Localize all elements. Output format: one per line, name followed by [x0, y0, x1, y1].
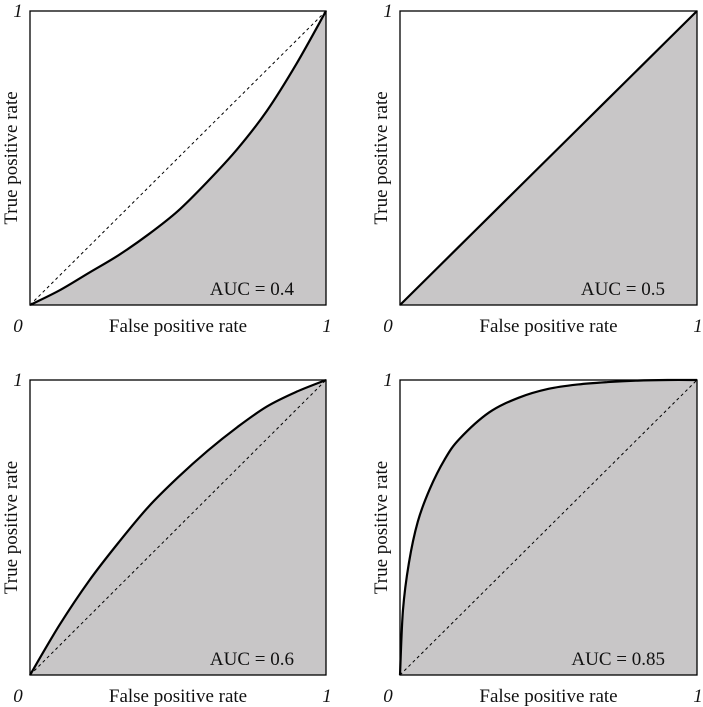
x-axis-label: False positive rate [479, 686, 617, 707]
x-tick-label-1: 1 [693, 686, 703, 707]
y-axis-label: True positive rate [1, 461, 22, 594]
roc-curve-line [29, 10, 327, 306]
auc-annotation: AUC = 0.6 [210, 649, 294, 670]
x-tick-label-1: 1 [322, 686, 332, 707]
auc-annotation: AUC = 0.4 [210, 279, 295, 300]
x-axis-label: False positive rate [109, 316, 247, 337]
roc-curve-line [29, 378, 327, 676]
chance-diagonal-line [399, 379, 698, 676]
x-tick-label-0: 0 [383, 686, 393, 707]
plot-frame [399, 379, 698, 676]
y-tick-label-1: 1 [383, 1, 393, 22]
x-tick-label-1: 1 [693, 316, 703, 337]
x-tick-label-0: 0 [383, 316, 393, 337]
chance-diagonal-line [29, 379, 327, 676]
plot-frame [399, 10, 698, 306]
auc-shaded-area [30, 11, 326, 305]
roc-curve-line [399, 10, 698, 306]
roc-panel-1: AUC = 0.4 False positive rate True positiv… [1, 1, 332, 337]
roc-panel-4: AUC = 0.85 False positive rate True positi… [371, 370, 703, 707]
y-axis-label: True positive rate [371, 461, 392, 594]
plot-frame [29, 10, 327, 306]
y-tick-label-1: 1 [13, 370, 23, 391]
y-axis-label: True positive rate [1, 91, 22, 224]
x-tick-label-1: 1 [322, 316, 332, 337]
y-tick-label-1: 1 [13, 1, 23, 22]
y-tick-label-1: 1 [383, 370, 393, 391]
roc-curve-line [398, 378, 698, 676]
roc-panel-2: AUC = 0.5 False positive rate True positiv… [371, 1, 703, 337]
y-axis-label: True positive rate [371, 91, 392, 224]
x-axis-label: False positive rate [109, 686, 247, 707]
auc-annotation: AUC = 0.85 [571, 649, 665, 670]
plot-frame [29, 379, 327, 676]
roc-panel-3: AUC = 0.6 False positive rate True positiv… [1, 370, 332, 707]
x-tick-label-0: 0 [13, 316, 23, 337]
x-tick-label-0: 0 [13, 686, 23, 707]
x-axis-label: False positive rate [479, 316, 617, 337]
auc-annotation: AUC = 0.5 [581, 279, 665, 300]
